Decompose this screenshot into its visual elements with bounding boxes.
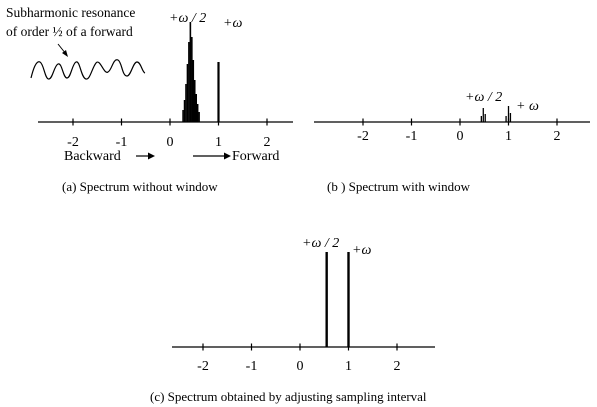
subharmonic-annotation: Subharmonic resonance of order ½ of a fo…: [6, 5, 146, 80]
backward-label: Backward: [64, 149, 121, 164]
panel-c-tick-label: 0: [297, 359, 304, 374]
panel-a-caption: (a) Spectrum without window: [62, 179, 218, 194]
annotation-line-1: Subharmonic resonance: [6, 5, 135, 20]
panel-c: -2 -1 0 1 2 +ω / 2 +ω (c) Spectrum obtained …: [150, 236, 435, 404]
panel-b-tick-label: -2: [357, 129, 369, 144]
panel-b-tick-label: 1: [505, 129, 512, 144]
panel-c-ticks: -2 -1 0 1 2: [197, 343, 401, 374]
panel-c-tick-label: -1: [246, 359, 258, 374]
panel-b-tick-label: 2: [554, 129, 561, 144]
wave-sketch: [30, 59, 146, 80]
panel-b-half-freq-label: +ω / 2: [465, 90, 502, 105]
panel-a-tick-label: 1: [215, 135, 222, 150]
panel-a-tick-label: -2: [67, 135, 79, 150]
panel-c-tick-label: -2: [197, 359, 209, 374]
panel-c-caption: (c) Spectrum obtained by adjusting sampl…: [150, 389, 427, 404]
panel-b-forward-freq-label: + ω: [516, 99, 539, 114]
backward-arrow-head: [148, 152, 155, 160]
panel-c-forward-freq-label: +ω: [352, 243, 371, 258]
panel-b-ticks: -2 -1 0 1 2: [357, 118, 561, 144]
annotation-arrow-head: [62, 50, 68, 57]
panel-a-ticks: -2 -1 0 1 2: [67, 118, 271, 150]
panel-a-forward-freq-label: +ω: [223, 16, 242, 31]
forward-label: Forward: [232, 149, 279, 164]
panel-a-peaks: [182, 22, 220, 122]
panel-a-tick-label: 2: [264, 135, 271, 150]
panel-c-half-freq-label: +ω / 2: [302, 236, 339, 251]
panel-b-caption: (b ) Spectrum with window: [327, 179, 471, 194]
panel-b: -2 -1 0 1 2 +ω / 2 + ω (b ) Spectrum with wi…: [314, 90, 590, 194]
annotation-line-2: of order ½ of a forward: [6, 24, 133, 39]
panel-a-tick-label: -1: [116, 135, 128, 150]
panel-c-peaks: [325, 252, 350, 347]
panel-a-tick-label: 0: [167, 135, 174, 150]
panel-a-half-freq-label: +ω / 2: [169, 11, 206, 26]
forward-arrow-head: [224, 152, 231, 160]
panel-a: -2 -1 0 1 2 +ω / 2 +ω Backward Forward (a) S…: [38, 11, 293, 194]
panel-c-tick-label: 1: [345, 359, 352, 374]
panel-b-peaks: [480, 106, 512, 122]
panel-b-tick-label: -1: [406, 129, 418, 144]
panel-c-tick-label: 2: [394, 359, 401, 374]
panel-b-tick-label: 0: [457, 129, 464, 144]
